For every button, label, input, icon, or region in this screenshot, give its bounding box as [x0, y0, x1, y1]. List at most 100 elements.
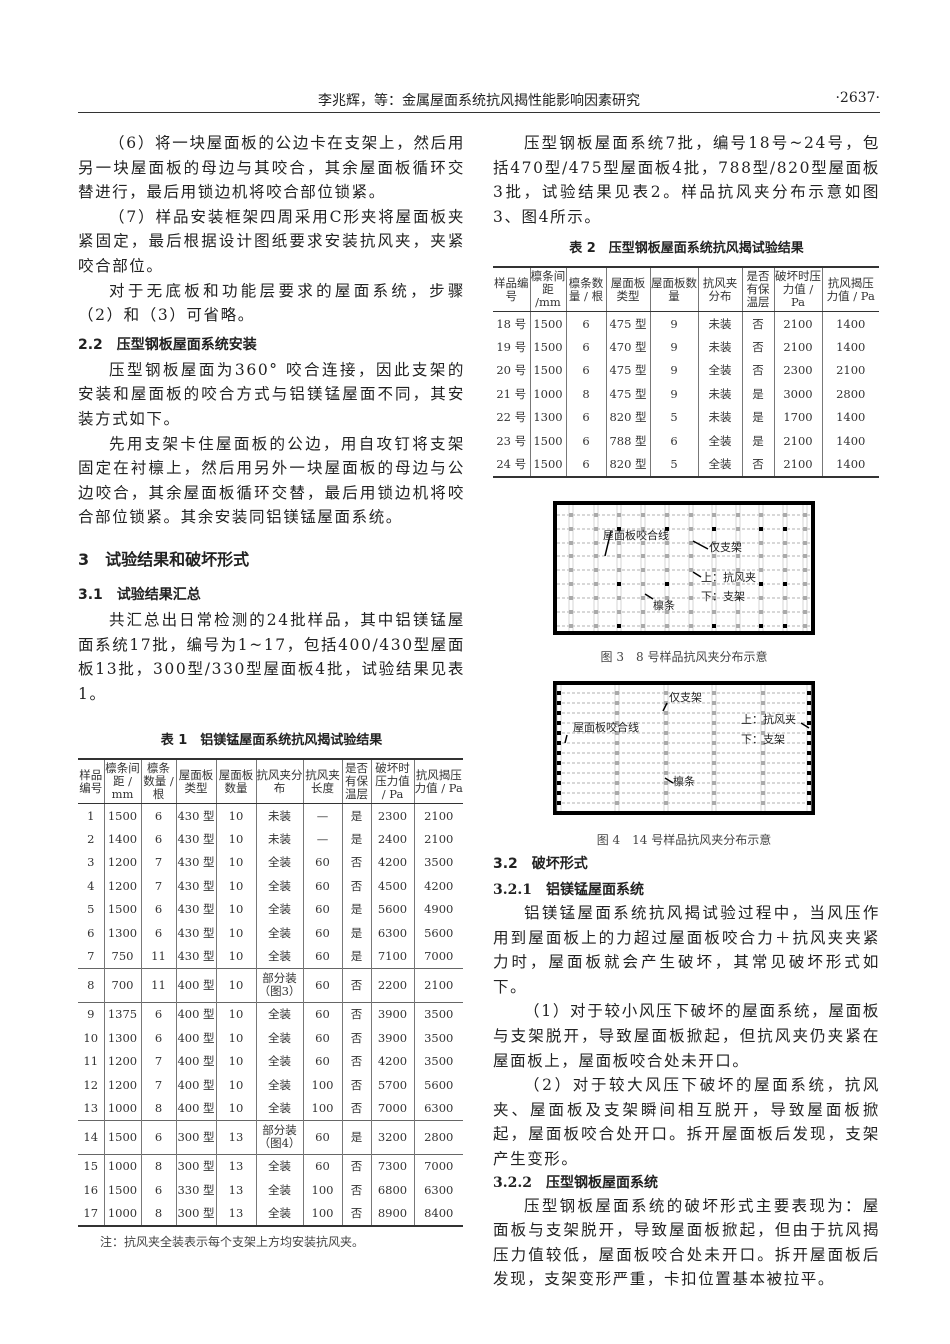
table-cell: 1400 [821, 452, 879, 477]
wind-clip-marker [807, 741, 811, 745]
table-cell: 1000 [103, 1153, 141, 1179]
table-cell: 2300 [773, 358, 822, 383]
purlin-pointer [644, 593, 654, 600]
wind-clip-marker [617, 624, 621, 628]
bracket-marker [803, 624, 807, 628]
bracket-marker [689, 527, 693, 531]
table-row: 18 号 1500 6 475 型 9 未装否 2100 1400 [493, 311, 879, 336]
bracket-marker [761, 771, 765, 775]
table-cell: 否 [341, 1072, 371, 1097]
table-row: 6 1300 6 430 型 10 全装 60 是 6300 5600 [78, 920, 463, 945]
bracket-marker [761, 801, 765, 805]
bracket-marker [736, 513, 740, 517]
table-cell: 700 [103, 967, 141, 1003]
bracket-marker [665, 610, 669, 614]
table-cell: 750 [103, 944, 141, 969]
bracket-marker [615, 691, 619, 695]
wind-clip-marker [712, 624, 716, 628]
table-cell: 10 [215, 850, 256, 875]
bracket-marker [615, 771, 619, 775]
table-cell: 2100 [773, 311, 822, 336]
table-cell: 430 型 [175, 897, 216, 921]
table-cell: — [302, 827, 342, 851]
bracket-marker [594, 568, 598, 572]
bracket-marker [641, 624, 645, 628]
table-row: 1 1500 6 430 型 10 未装 — 是 2300 2100 [78, 803, 463, 828]
table-cell: 5 [649, 405, 698, 429]
bracket-marker [615, 791, 619, 795]
bracket-marker [617, 554, 621, 558]
table-cell: 全装 [255, 850, 303, 875]
bracket-marker [641, 582, 645, 586]
table-cell: 330 型 [175, 1178, 216, 1202]
paragraph: （1）对于较小风压下破坏的屋面系统，屋面板与支架脱开，导致屋面板掀起，但抗风夹仍… [493, 1002, 880, 1070]
table-cell: 21 号 [496, 386, 527, 401]
wind-clip-marker [557, 721, 561, 725]
table-cell: 未装 [255, 803, 303, 828]
table-cell: 20 号 [496, 363, 527, 378]
wind-clip-marker [557, 701, 561, 705]
label-bracket: 仅支架 [669, 691, 702, 704]
table-row: 19 号 1500 6 470 型 9 未装否 2100 1400 [493, 335, 879, 359]
bracket-marker [665, 513, 669, 517]
table-row: 8 700 11 400 型 10 部分装（图3） 60 否 2200 2100 [78, 967, 463, 1003]
column-header: 抗风夹分布 [255, 759, 303, 804]
label-purlin: 檩条 [673, 774, 695, 788]
bracket-marker [803, 610, 807, 614]
table-cell: 60 [302, 1049, 342, 1073]
bracket-marker [569, 624, 573, 628]
column-header: 屋面板类型 [605, 267, 650, 312]
table-cell: 1500 [529, 311, 566, 336]
table-row: 15 1000 8 300 型 13 全装 60 否 7300 7000 [78, 1153, 463, 1179]
table-cell: 13 [215, 1201, 256, 1226]
bracket-marker [761, 721, 765, 725]
bracket-marker [803, 541, 807, 545]
bracket-marker [712, 513, 716, 517]
table-cell: 1000 [103, 1201, 141, 1226]
table-cell: 10 [215, 1096, 256, 1121]
table-cell: 3900 [370, 1026, 414, 1050]
table-cell: 4900 [413, 897, 463, 921]
table-cell: 5600 [413, 920, 463, 945]
table-cell: 1200 [103, 874, 141, 898]
table-cell: 11 [140, 944, 176, 969]
table-cell: 23 号 [496, 433, 527, 448]
table-cell: 6 [140, 920, 176, 945]
table-cell: 4200 [370, 850, 414, 875]
bracket-marker [689, 541, 693, 545]
wind-clip-marker [783, 582, 787, 586]
wind-clip-marker [759, 624, 763, 628]
bracket-marker [641, 527, 645, 531]
wind-clip-marker [807, 801, 811, 805]
table-cell: 7 [140, 850, 176, 875]
table-cell: 400 型 [175, 1049, 216, 1073]
table-cell: 2400 [370, 827, 414, 851]
column-header: 檩条数量 / 根 [565, 267, 606, 312]
table-cell: 60 [302, 1001, 342, 1027]
table-cell: 10 [215, 803, 256, 828]
bracket-marker [664, 761, 668, 765]
label-purlin: 檩条 [653, 598, 675, 612]
table-cell: 300 型 [175, 1119, 216, 1155]
bracket-marker [615, 701, 619, 705]
bracket-marker [615, 751, 619, 755]
wind-clip-marker [807, 791, 811, 795]
bracket-marker [712, 711, 716, 715]
table-cell: 全装 [697, 428, 742, 453]
wind-clip-marker [557, 761, 561, 765]
column-header: 是否有保温层 [341, 759, 371, 804]
bracket-marker [615, 711, 619, 715]
table-cell: 是 [341, 944, 371, 969]
bracket-marker [615, 801, 619, 805]
table-cell: 1500 [103, 1119, 141, 1155]
table-cell: 是 [341, 803, 371, 828]
table-row: 3 1200 7 430 型 10 全装 60 否 4200 3500 [78, 850, 463, 875]
table-cell: 未装 [697, 335, 742, 359]
table-cell: 全装 [255, 1026, 303, 1050]
table-row: 9 1375 6 400 型 10 全装 60 否 3900 3500 [78, 1001, 463, 1027]
bracket-marker [641, 610, 645, 614]
table-cell: 10 [215, 827, 256, 851]
table-cell: 400 型 [175, 1026, 216, 1050]
section-heading-3-2-1: 3.2.1 铝镁锰屋面系统 [493, 882, 644, 898]
table-cell: 11 [83, 1054, 99, 1069]
